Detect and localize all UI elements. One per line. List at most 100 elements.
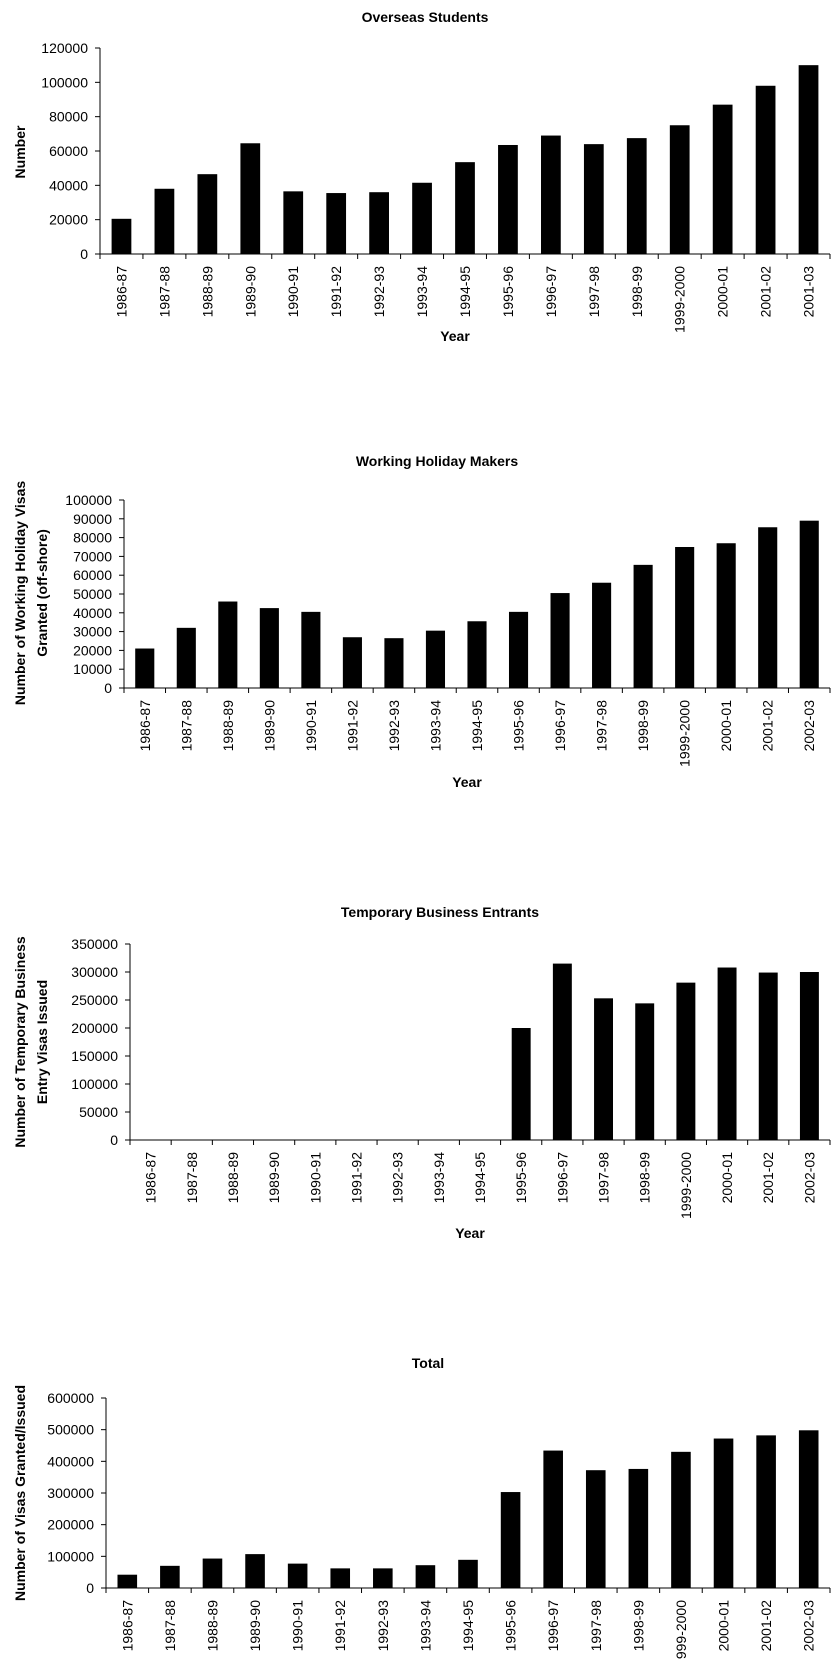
bar-1999-2000 [676, 982, 696, 1140]
x-tick-label: 2001-02 [758, 266, 774, 318]
bar-1995-96 [508, 611, 529, 688]
x-tick-label: 2000-01 [716, 1600, 732, 1652]
bar-1992-93 [369, 192, 389, 254]
chart-title: Temporary Business Entrants [341, 904, 539, 920]
bar-1997-98 [583, 144, 604, 254]
bar-1997-98 [585, 1470, 606, 1588]
bar-1989-90 [259, 608, 279, 688]
x-tick-label: 1997-98 [596, 1152, 612, 1204]
x-tick-label: 1992-93 [390, 1152, 406, 1204]
x-tick-label: 1994-95 [460, 1600, 476, 1652]
x-tick-label: 1993-94 [417, 1600, 433, 1652]
x-tick-label: 1996-97 [552, 700, 568, 752]
bar-1990-91 [287, 1563, 308, 1588]
y-tick-label: 60000 [49, 143, 88, 159]
x-tick-label: 1989-90 [247, 1600, 263, 1652]
bar-2001-02 [756, 1435, 776, 1588]
bar-1998-99 [633, 564, 653, 688]
x-tick-label: 1986-87 [137, 700, 153, 752]
y-tick-label: 70000 [73, 548, 112, 564]
x-tick-label: 2001-02 [760, 1152, 776, 1204]
x-tick-label: 1992-93 [371, 266, 387, 318]
bar-1986-87 [117, 1574, 138, 1588]
y-tick-label: 40000 [49, 177, 88, 193]
y-tick-label: 200000 [71, 1020, 118, 1036]
x-tick-label: 1986-87 [143, 1152, 159, 1204]
y-tick-label: 50000 [73, 586, 112, 602]
bar-2001-03 [798, 65, 819, 255]
y-tick-label: 80000 [73, 530, 112, 546]
y-tick-label: 200000 [47, 1517, 94, 1533]
x-tick-label: 1990-91 [285, 266, 301, 318]
x-tick-label: 1986-87 [119, 1600, 135, 1652]
x-tick-label: 2002-03 [801, 1600, 817, 1652]
x-tick-label: 1992-93 [375, 1600, 391, 1652]
x-tick-label: 1993-94 [427, 700, 443, 752]
bar-1993-94 [412, 182, 432, 254]
bar-1987-88 [160, 1565, 180, 1588]
y-axis-title-line-2: Granted (off-shore) [34, 529, 50, 657]
y-tick-label: 30000 [73, 624, 112, 640]
bar-2002-03 [798, 1430, 819, 1588]
x-tick-label: 1996-97 [545, 1600, 561, 1652]
bar-2000-01 [713, 1438, 734, 1588]
y-tick-label: 250000 [71, 992, 118, 1008]
bar-1986-87 [111, 218, 132, 254]
bar-1986-87 [135, 648, 155, 688]
chart-3: Temporary Business Entrants Number of Tem… [12, 904, 831, 1241]
x-tick-label: 2002-03 [801, 700, 817, 752]
bar-1995-96 [500, 1492, 521, 1588]
bar-1992-93 [384, 638, 404, 688]
x-tick-label: 1997-98 [588, 1600, 604, 1652]
x-tick-label: 1991-92 [328, 266, 344, 318]
bar-1988-89 [197, 174, 218, 254]
x-tick-label: 1989-90 [266, 1152, 282, 1204]
x-tick-label: 1992-93 [386, 700, 402, 752]
y-tick-label: 20000 [49, 212, 88, 228]
x-tick-label: 1999-2000 [678, 1152, 694, 1219]
y-tick-label: 100000 [41, 74, 88, 90]
y-tick-label: 100000 [47, 1548, 94, 1564]
x-axis-title: Year [440, 328, 470, 344]
y-tick-label: 300000 [47, 1485, 94, 1501]
bar-1995-96 [498, 144, 518, 254]
x-tick-label: 2000-01 [719, 1152, 735, 1204]
chart-4: Total Number of Visas Granted/Issued 0 1000… [12, 1355, 831, 1659]
x-tick-label: 1997-98 [586, 266, 602, 318]
x-axis-title: Year [452, 774, 482, 790]
y-tick-label: 50000 [79, 1104, 118, 1120]
bar-1997-98 [592, 582, 612, 688]
bar-1994-95 [455, 162, 475, 254]
x-tick-label: 1998-99 [637, 1152, 653, 1204]
y-tick-label: 60000 [73, 567, 112, 583]
x-axis-title: Year [455, 1225, 485, 1241]
y-tick-label: 0 [104, 680, 112, 696]
bar-1990-91 [283, 191, 304, 254]
chart-2: Working Holiday Makers Number of Working … [12, 453, 831, 790]
bar-1993-94 [415, 1565, 436, 1588]
x-tick-label: 1988-89 [225, 1152, 241, 1204]
y-axis-title-line-1: Number of Temporary Business [12, 936, 28, 1148]
x-tick-label: 1990-91 [290, 1600, 306, 1652]
bar-2002-03 [799, 520, 819, 688]
x-tick-label: 1986-87 [113, 266, 129, 318]
bar-1997-98 [594, 998, 613, 1140]
y-axis-title-line-2: Entry Visas Issued [34, 980, 50, 1104]
x-tick-label: 1995-96 [513, 1152, 529, 1204]
x-tick-label: 1988-89 [204, 1600, 220, 1652]
bar-2002-03 [799, 972, 819, 1140]
x-tick-label: 1990-91 [307, 1152, 323, 1204]
bar-1996-97 [550, 593, 570, 688]
x-tick-label: 1991-92 [344, 700, 360, 752]
x-tick-label: 1998-99 [635, 700, 651, 752]
x-tick-label: 1991-92 [332, 1600, 348, 1652]
bar-2001-02 [758, 527, 778, 688]
y-tick-label: 20000 [73, 642, 112, 658]
x-tick-label: 1993-94 [414, 266, 430, 318]
y-tick-label: 300000 [71, 964, 118, 980]
bar-2000-01 [712, 104, 733, 255]
x-tick-label: 1994-95 [457, 266, 473, 318]
x-tick-label: 1995-96 [511, 700, 527, 752]
y-tick-label: 150000 [71, 1048, 118, 1064]
